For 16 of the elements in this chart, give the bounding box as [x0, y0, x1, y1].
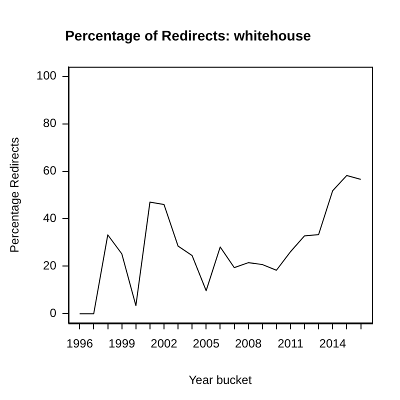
x-tick-label: 2014	[319, 336, 346, 351]
y-tick-label: 20	[43, 258, 57, 273]
chart-title: Percentage of Redirects: whitehouse	[65, 27, 312, 44]
y-tick-label: 60	[43, 164, 57, 178]
y-tick-label: 80	[43, 116, 57, 130]
x-tick-label: 1999	[108, 336, 136, 351]
y-tick-label: 100	[36, 68, 57, 83]
x-tick-label: 2011	[278, 336, 304, 351]
y-tick-label: 0	[50, 306, 57, 320]
y-tick-label: 40	[43, 211, 57, 226]
x-tick-label: 2008	[234, 336, 262, 351]
x-tick-label: 2005	[192, 336, 220, 351]
y-axis-title: Percentage Redirects	[8, 137, 22, 253]
x-tick-label: 2002	[150, 336, 178, 351]
x-axis-title: Year bucket	[188, 373, 252, 388]
x-tick-label: 1996	[66, 336, 94, 351]
